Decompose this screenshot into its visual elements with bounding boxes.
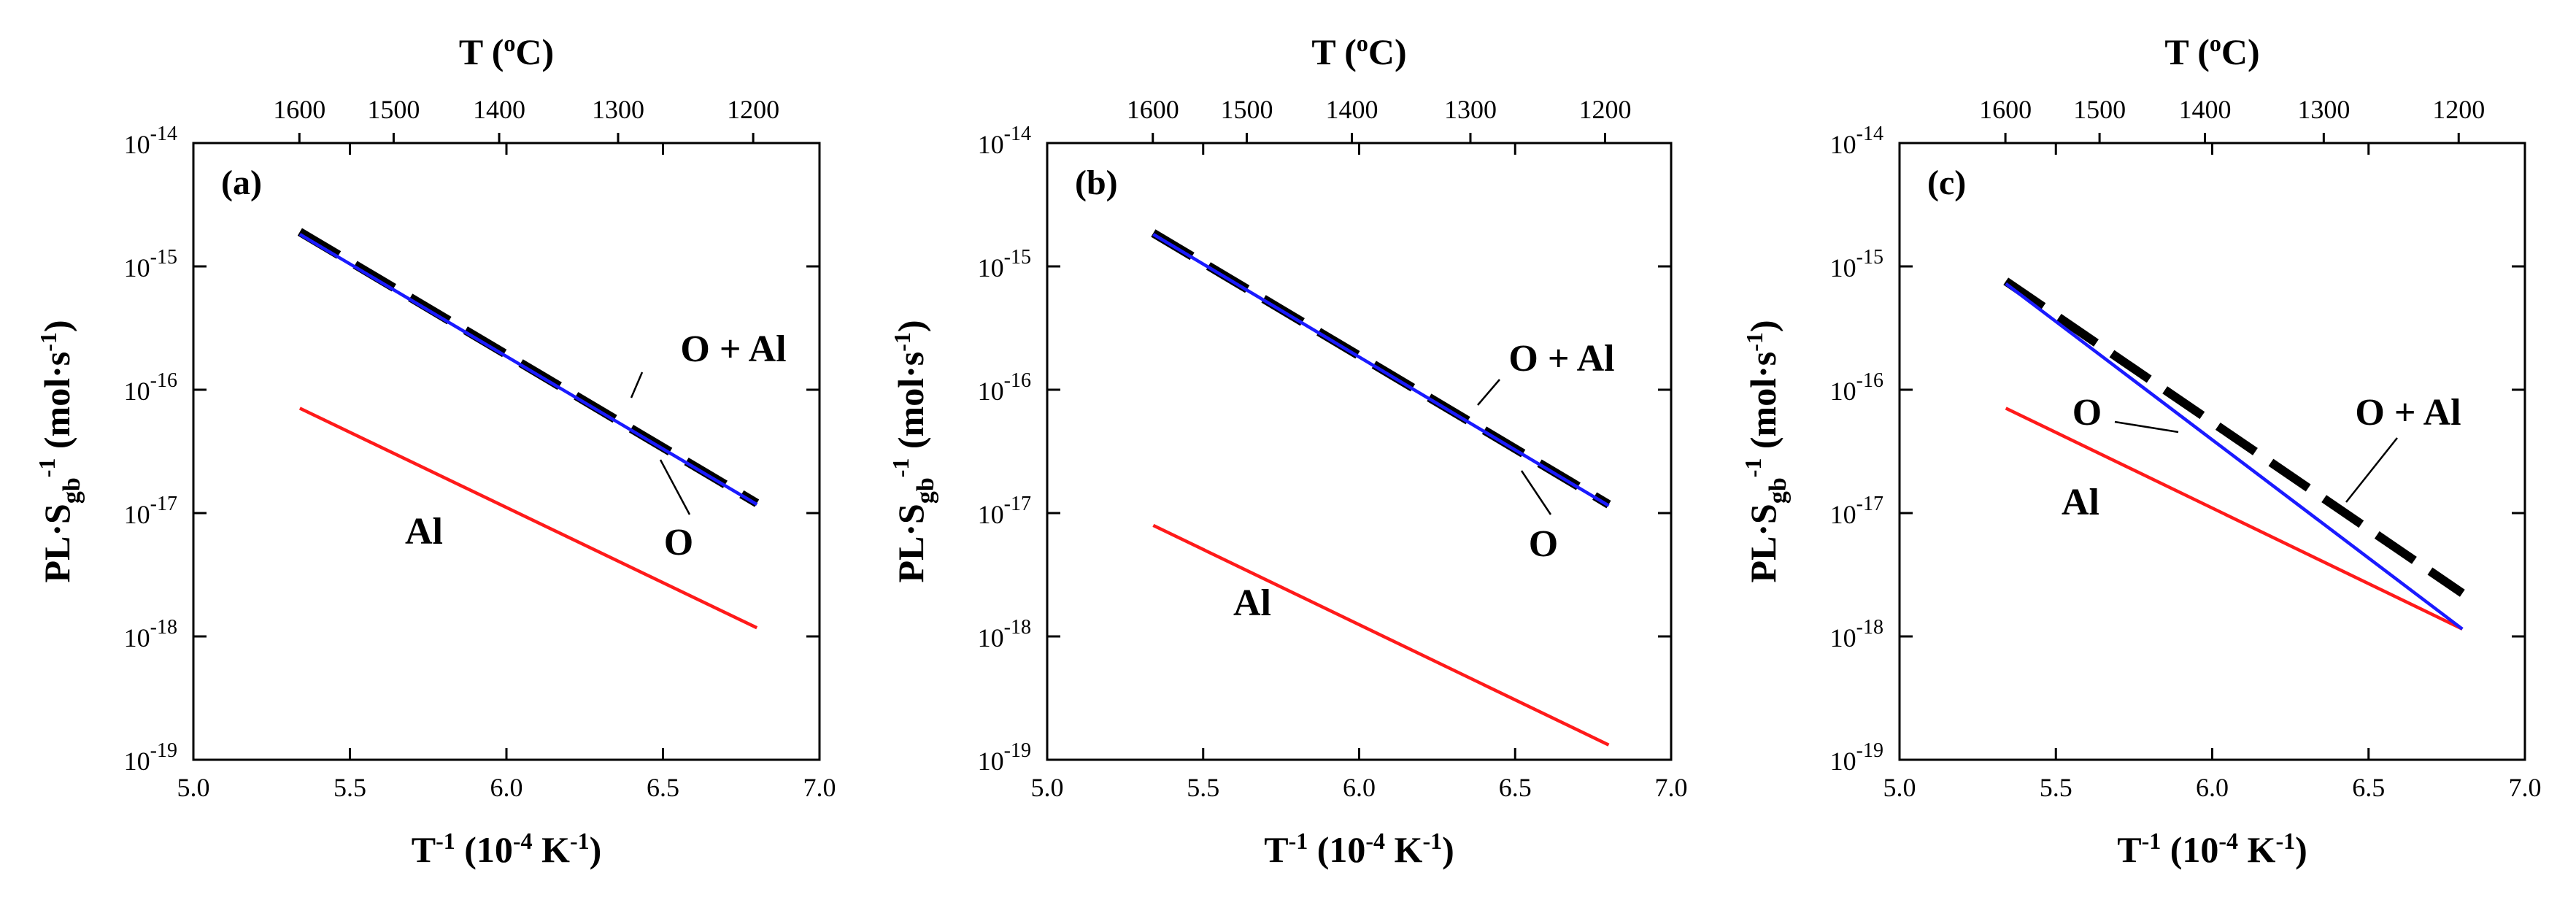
chart-panel-3: 5.0 5.5 6.0 6.5 7.0 10-19 10-18 10-17 10-16 10-15… xyxy=(1740,30,2542,870)
x-tick-label: 5.5 xyxy=(333,773,366,802)
y-tick-label: 10-16 xyxy=(1830,369,1883,406)
top-tick-label: 1200 xyxy=(1578,95,1631,124)
panel-label: (b) xyxy=(1075,163,1118,202)
x-tick-label: 6.0 xyxy=(490,773,523,802)
y-tick-label: 10-15 xyxy=(124,246,177,282)
y-tick-label: 10-18 xyxy=(978,616,1031,652)
leader-line xyxy=(1477,379,1500,406)
x-tick-label: 6.0 xyxy=(1343,773,1376,802)
x-tick-label: 5.5 xyxy=(1187,773,1219,802)
x-tick-label: 6.0 xyxy=(2196,773,2229,802)
series-label-o-al: O + Al xyxy=(1508,338,1614,380)
top-tick-label: 1300 xyxy=(2297,95,2350,124)
y-tick-label: 10-14 xyxy=(1830,123,1883,159)
series-label-o: O xyxy=(1529,523,1558,565)
y-tick-label: 10-16 xyxy=(124,369,177,406)
series-line-o xyxy=(1152,233,1610,507)
plot-frame xyxy=(1898,142,2526,761)
series-label-al: Al xyxy=(2062,482,2099,523)
panel-label: (a) xyxy=(221,163,262,202)
top-axis-label: T (oC) xyxy=(1311,30,1406,72)
x-tick-label: 6.5 xyxy=(1499,773,1532,802)
x-tick-label: 5.5 xyxy=(2040,773,2072,802)
y-tick-label: 10-17 xyxy=(1830,493,1883,529)
series-label-o-al: O + Al xyxy=(680,328,786,370)
series-label-al: Al xyxy=(405,511,443,552)
series-line-o xyxy=(298,233,758,507)
y-tick-label: 10-15 xyxy=(1830,246,1883,282)
series-line-o xyxy=(2005,282,2464,631)
x-axis-label: T-1 (10-4 K-1) xyxy=(1264,828,1454,870)
top-tick-label: 1600 xyxy=(273,95,325,124)
series-line-al xyxy=(1152,523,1610,747)
series-label-al: Al xyxy=(1233,582,1271,624)
chart-panel-2: 5.0 5.5 6.0 6.5 7.0 10-19 10-18 10-17 10-16 10-15… xyxy=(887,30,1688,870)
top-tick-label: 1200 xyxy=(727,95,779,124)
top-tick-label: 1500 xyxy=(1220,95,1273,124)
y-tick-label: 10-14 xyxy=(124,123,177,159)
top-tick-label: 1200 xyxy=(2432,95,2485,124)
y-tick-label: 10-15 xyxy=(978,246,1031,282)
series-label-o-al: O + Al xyxy=(2355,392,2461,434)
leader-line xyxy=(1520,470,1552,515)
x-tick-label: 5.0 xyxy=(177,773,210,802)
x-tick-label: 7.0 xyxy=(803,773,836,802)
series-label-o: O xyxy=(2072,392,2102,434)
y-tick-label: 10-17 xyxy=(124,493,177,529)
y-tick-label: 10-18 xyxy=(1830,616,1883,652)
plot-frame xyxy=(192,142,821,761)
y-tick-label: 10-18 xyxy=(124,616,177,652)
x-tick-label: 7.0 xyxy=(2509,773,2542,802)
x-tick-label: 5.0 xyxy=(1883,773,1916,802)
x-tick-label: 5.0 xyxy=(1031,773,1064,802)
x-tick-label: 6.5 xyxy=(2352,773,2385,802)
panel-label: (c) xyxy=(1927,163,1966,202)
series-label-o: O xyxy=(664,522,693,563)
leader-line xyxy=(2345,437,2398,503)
series-line-al xyxy=(298,407,758,630)
leader-line xyxy=(2114,420,2179,434)
y-tick-label: 10-16 xyxy=(978,369,1031,406)
y-tick-label: 10-19 xyxy=(124,739,177,776)
plot-frame xyxy=(1046,142,1673,761)
x-tick-label: 7.0 xyxy=(1655,773,1688,802)
y-axis-label: PL·Sgb-1 (mol·s-1) xyxy=(34,320,85,582)
top-tick-label: 1300 xyxy=(592,95,644,124)
top-tick-label: 1500 xyxy=(2073,95,2126,124)
y-tick-label: 10-19 xyxy=(1830,739,1883,776)
x-axis-label: T-1 (10-4 K-1) xyxy=(2117,828,2307,870)
top-tick-label: 1300 xyxy=(1444,95,1497,124)
series-line-o-al xyxy=(2003,277,2465,597)
top-axis-label: T (oC) xyxy=(2164,30,2259,72)
leader-line xyxy=(630,371,644,398)
y-axis-label: PL·Sgb-1 (mol·s-1) xyxy=(1740,320,1792,582)
y-tick-label: 10-14 xyxy=(978,123,1031,159)
top-tick-label: 1600 xyxy=(1127,95,1179,124)
y-tick-label: 10-19 xyxy=(978,739,1031,776)
top-tick-label: 1600 xyxy=(1979,95,2032,124)
top-axis-label: T (oC) xyxy=(459,30,554,72)
top-tick-label: 1400 xyxy=(1326,95,1378,124)
top-tick-label: 1500 xyxy=(367,95,420,124)
y-tick-label: 10-17 xyxy=(978,493,1031,529)
y-axis-label: PL·Sgb-1 (mol·s-1) xyxy=(887,320,939,582)
x-axis-label: T-1 (10-4 K-1) xyxy=(412,828,602,870)
series-line-al xyxy=(2005,407,2464,631)
chart-panel-1: 5.0 5.5 6.0 6.5 7.0 10-19 10-18 10-17 10-16 10-15… xyxy=(34,30,836,870)
top-tick-label: 1400 xyxy=(2179,95,2232,124)
x-tick-label: 6.5 xyxy=(647,773,679,802)
leader-line xyxy=(659,459,691,515)
top-tick-label: 1400 xyxy=(473,95,525,124)
